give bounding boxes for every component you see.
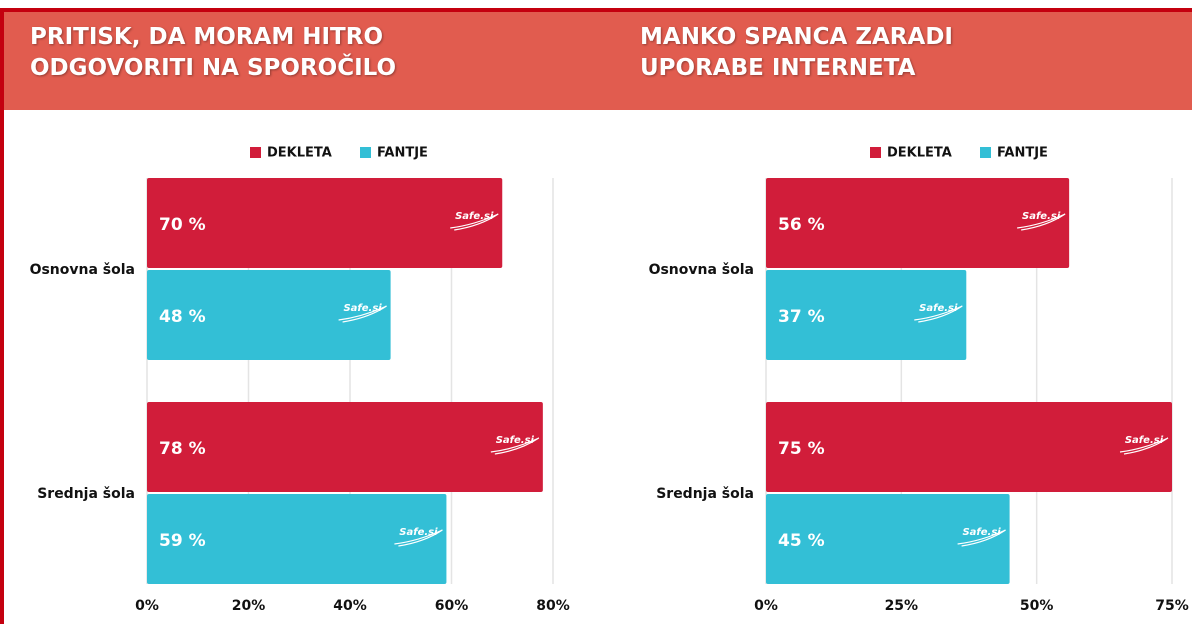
data-label: 56 % <box>778 215 825 235</box>
watermark-swoosh <box>490 437 540 455</box>
x-tick-label: 50% <box>1020 598 1054 614</box>
y-tick-label: Srednja šola <box>656 486 754 502</box>
legend-label: DEKLETA <box>267 146 332 161</box>
legend-swatch <box>250 147 261 158</box>
x-tick-label: 0% <box>754 598 778 614</box>
watermark-swoosh <box>957 529 1006 547</box>
watermark-swoosh <box>1017 213 1066 231</box>
data-label: 48 % <box>159 307 206 327</box>
legend-swatch <box>980 147 991 158</box>
chart-title: PRITISK, DA MORAM HITRO ODGOVORITI NA SP… <box>30 24 397 81</box>
bar <box>766 494 1010 584</box>
watermark: Safe.si <box>962 527 1001 538</box>
watermark: Safe.si <box>919 303 958 314</box>
chart-title: MANKO SPANCA ZARADI UPORABE INTERNETA <box>640 24 953 81</box>
data-label: 70 % <box>159 215 206 235</box>
watermark-swoosh <box>450 213 499 231</box>
data-label: 45 % <box>778 531 825 551</box>
y-tick-label: Osnovna šola <box>649 262 754 278</box>
data-label: 78 % <box>159 439 206 459</box>
x-tick-label: 0% <box>135 598 159 614</box>
x-tick-label: 40% <box>333 598 367 614</box>
x-tick-label: 60% <box>435 598 469 614</box>
bar <box>147 270 391 360</box>
legend-swatch <box>870 147 881 158</box>
data-label: 75 % <box>778 439 825 459</box>
x-tick-label: 75% <box>1155 598 1189 614</box>
bar <box>766 178 1070 268</box>
watermark: Safe.si <box>1022 211 1061 222</box>
legend-swatch <box>360 147 371 158</box>
bar <box>147 402 543 492</box>
y-tick-label: Srednja šola <box>37 486 135 502</box>
bar <box>147 178 503 268</box>
header-band <box>4 12 1192 110</box>
watermark: Safe.si <box>496 435 535 446</box>
watermark-swoosh <box>338 305 387 323</box>
legend-label: FANTJE <box>377 146 428 161</box>
x-tick-label: 20% <box>232 598 266 614</box>
x-tick-label: 25% <box>885 598 919 614</box>
legend-label: FANTJE <box>997 146 1048 161</box>
frame <box>0 8 1192 624</box>
data-label: 59 % <box>159 531 206 551</box>
bar <box>147 494 447 584</box>
watermark: Safe.si <box>399 527 438 538</box>
data-label: 37 % <box>778 307 825 327</box>
watermark: Safe.si <box>455 211 494 222</box>
watermark-swoosh <box>394 529 443 547</box>
legend-label: DEKLETA <box>887 146 952 161</box>
bar <box>766 402 1172 492</box>
watermark-swoosh <box>1119 437 1169 455</box>
watermark: Safe.si <box>343 303 382 314</box>
y-tick-label: Osnovna šola <box>30 262 135 278</box>
watermark: Safe.si <box>1125 435 1164 446</box>
bar <box>766 270 967 360</box>
watermark-swoosh <box>914 305 963 323</box>
x-tick-label: 80% <box>536 598 570 614</box>
